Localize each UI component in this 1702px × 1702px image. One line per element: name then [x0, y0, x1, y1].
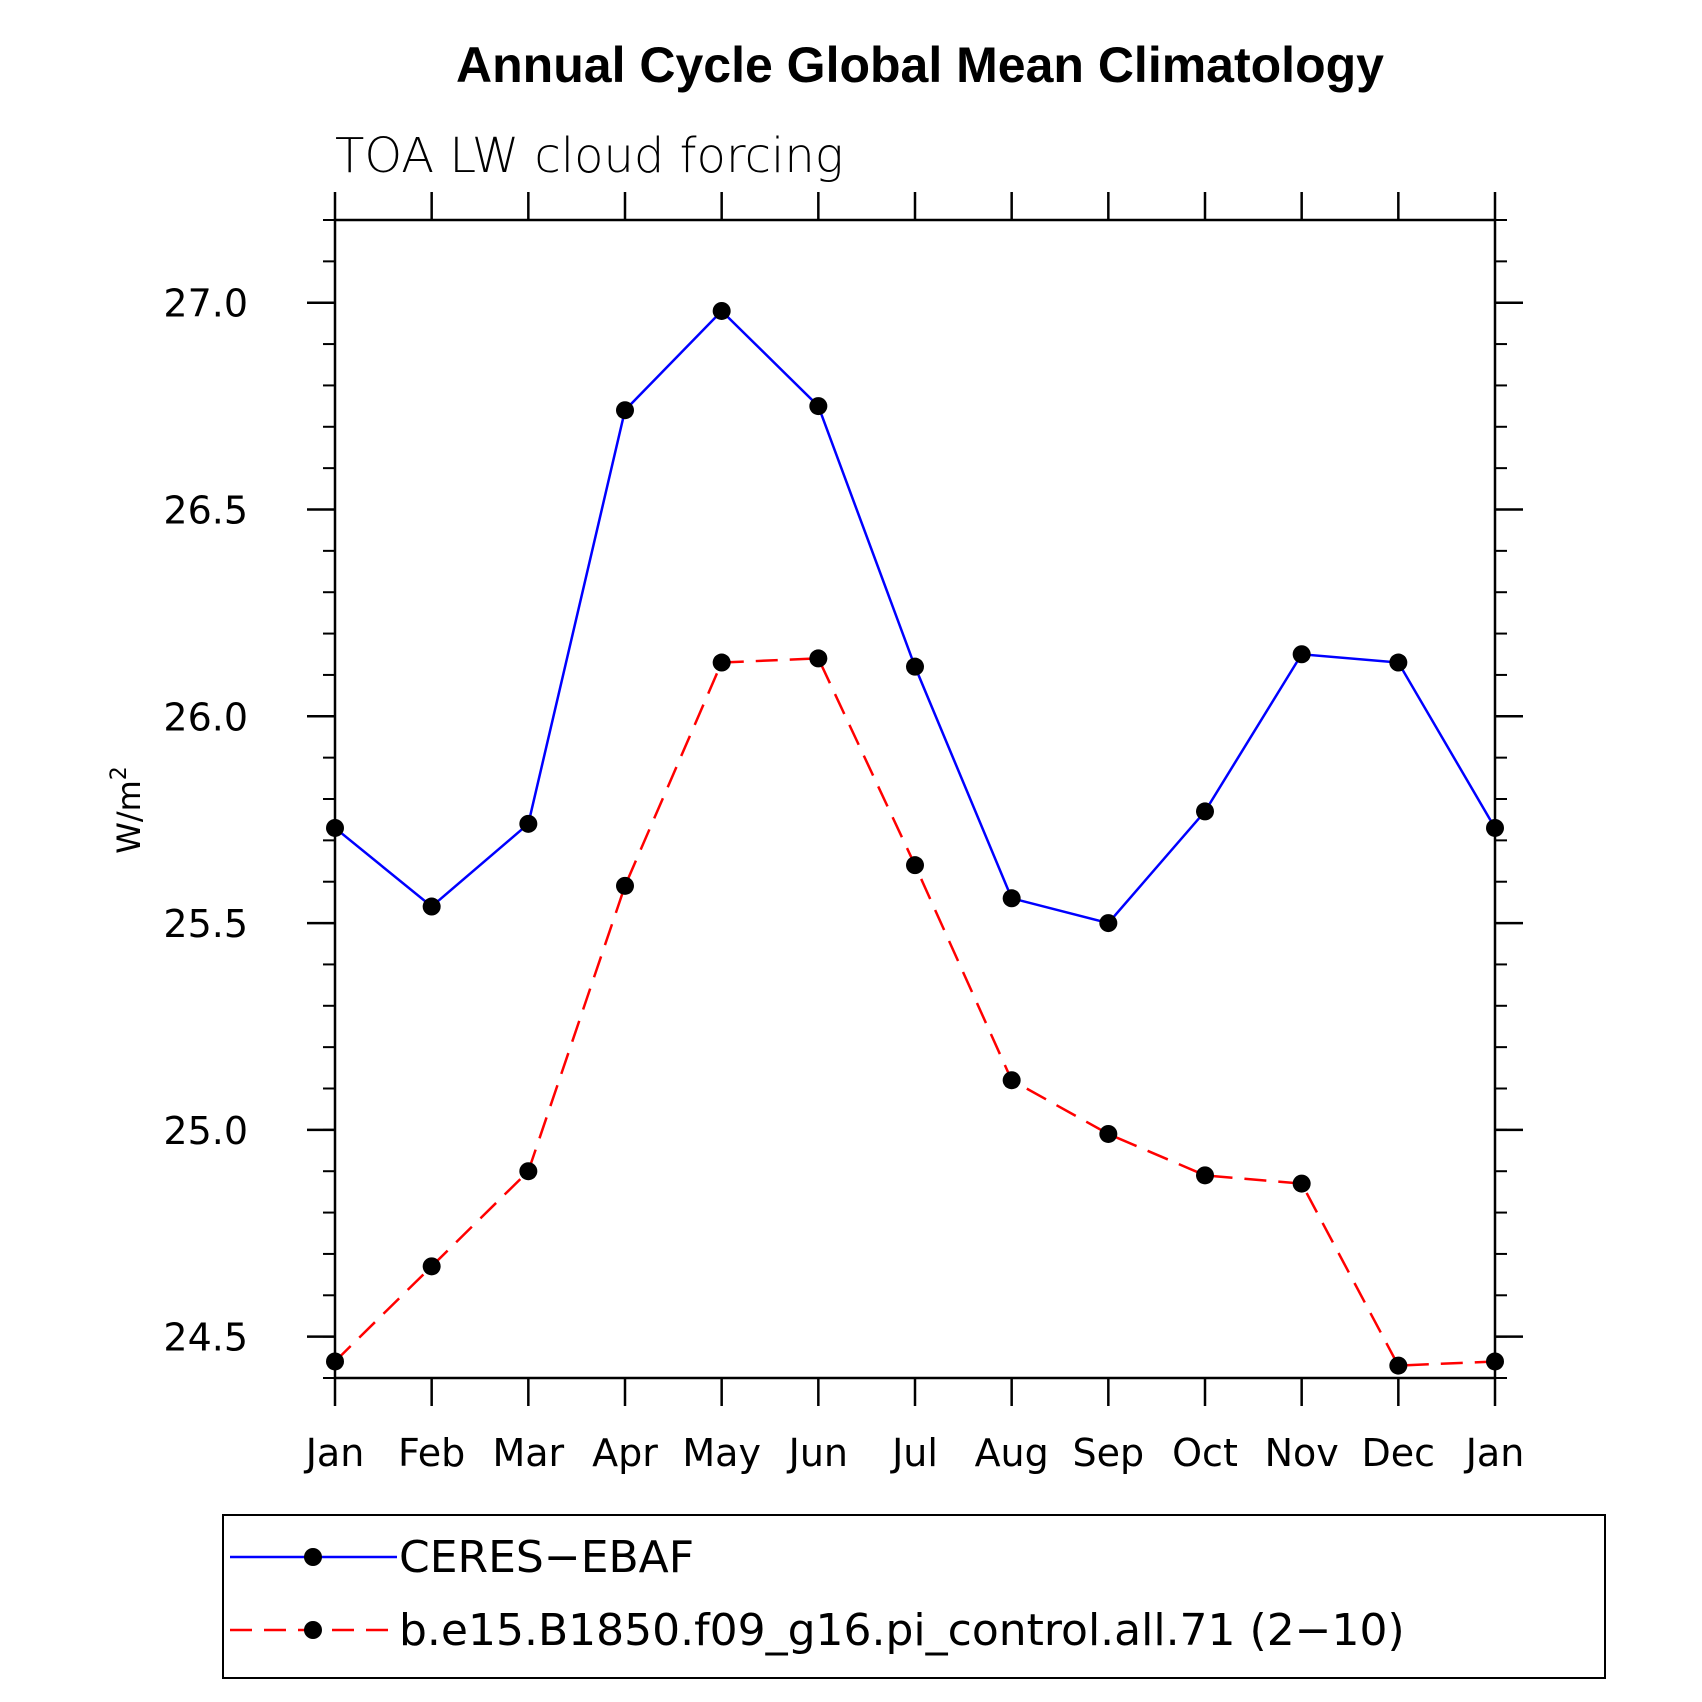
x-tick-label: Jun	[787, 1431, 848, 1475]
x-tick-label: Jan	[304, 1431, 365, 1475]
x-tick-label: Apr	[592, 1431, 658, 1475]
y-axis-label: W/m2	[107, 766, 148, 854]
data-point-series-1	[519, 814, 538, 833]
data-point-series-1	[616, 401, 634, 420]
x-tick-label: Aug	[975, 1431, 1049, 1475]
legend-label-series-2: b.e15.B1850.f09_g16.pi_control.all.71 (2…	[399, 1605, 1405, 1656]
data-point-series-1	[1099, 914, 1118, 933]
y-axis-label-text: W/m	[110, 780, 148, 854]
legend: CERES−EBAF b.e15.B1850.f09_g16.pi_contro…	[222, 1514, 1606, 1679]
x-tick-label: Sep	[1073, 1431, 1145, 1475]
x-tick-label: Mar	[492, 1431, 564, 1475]
legend-marker-series-1	[304, 1548, 322, 1566]
x-tick-labels: Jan Feb Mar Apr May Jun Jul Aug Sep Oct Nov Dec Jan	[304, 1431, 1525, 1475]
legend-box	[222, 1514, 1606, 1679]
data-point-series-1	[712, 301, 731, 320]
data-point-series-1	[1389, 653, 1408, 672]
series-line-2	[334, 657, 1496, 1367]
data-point-series-2	[712, 653, 731, 672]
x-tick-label: Jan	[1464, 1431, 1525, 1475]
x-tick-label: Nov	[1265, 1431, 1339, 1475]
y-tick-label: 25.0	[163, 1109, 248, 1153]
data-point-series-1	[1002, 889, 1021, 908]
data-point-series-2	[1099, 1124, 1118, 1143]
data-point-series-2	[616, 876, 634, 895]
y-axis-label-superscript: 2	[107, 766, 132, 780]
data-point-series-2	[1292, 1174, 1311, 1193]
data-point-series-1	[1196, 802, 1214, 821]
svg-text:W/m2: W/m2	[107, 766, 148, 854]
x-tick-label: May	[682, 1431, 761, 1475]
x-tick-label: Jul	[890, 1431, 938, 1475]
y-tick-label: 26.0	[163, 695, 248, 739]
series-markers	[326, 301, 1504, 1375]
x-tick-label: Feb	[398, 1431, 465, 1475]
data-point-series-2	[422, 1257, 441, 1276]
data-point-series-2	[1002, 1071, 1021, 1090]
chart-subtitle: TOA LW cloud forcing	[335, 128, 844, 184]
data-point-series-2	[519, 1162, 538, 1181]
y-tick-labels: 24.5 25.0 25.5 26.0 26.5 27.0	[163, 282, 248, 1360]
data-point-series-2	[906, 856, 924, 875]
y-tick-label: 27.0	[163, 282, 248, 326]
y-tick-label: 24.5	[163, 1316, 248, 1360]
data-point-series-1	[809, 397, 828, 416]
plot-frame	[333, 218, 1497, 1380]
data-point-series-1	[422, 897, 441, 916]
data-point-series-2	[1389, 1356, 1408, 1375]
series-line-1	[334, 309, 1497, 925]
data-point-series-2	[809, 649, 828, 668]
data-point-series-1	[1292, 645, 1311, 664]
x-tick-label: Oct	[1172, 1431, 1238, 1475]
data-point-series-2	[1196, 1166, 1214, 1185]
chart-title: Annual Cycle Global Mean Climatology	[456, 37, 1384, 93]
legend-marker-series-2	[304, 1621, 322, 1639]
legend-label-series-1: CERES−EBAF	[399, 1532, 694, 1583]
series-lines	[334, 309, 1497, 1367]
data-point-series-1	[906, 657, 924, 676]
x-tick-label: Dec	[1362, 1431, 1436, 1475]
y-tick-label: 25.5	[163, 902, 248, 946]
axis-ticks	[307, 192, 1523, 1406]
y-tick-label: 26.5	[163, 489, 248, 533]
